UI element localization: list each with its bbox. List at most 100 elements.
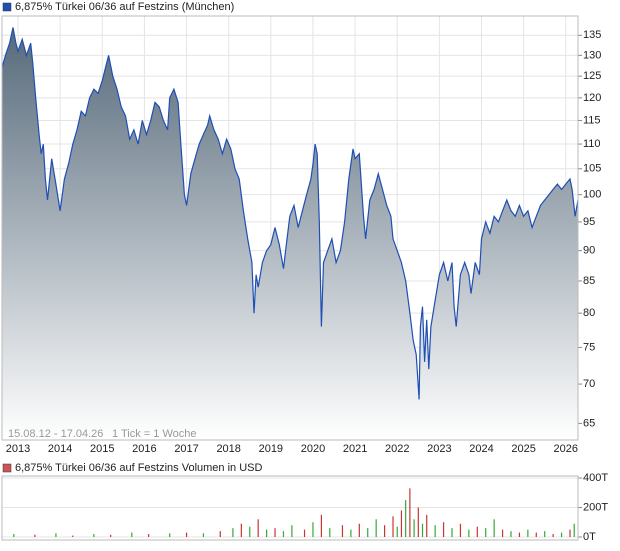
volume-bar	[434, 525, 436, 537]
legend-label: 6,875% Türkei 06/36 auf Festzins Volumen…	[15, 462, 262, 474]
volume-bar	[282, 531, 285, 537]
volume-bar	[459, 523, 462, 537]
volume-bar	[518, 532, 521, 537]
volume-bar	[468, 529, 470, 537]
volume-bar	[240, 523, 242, 537]
y-tick-label: 120	[583, 92, 601, 104]
volume-bar	[13, 534, 15, 537]
volume-bar	[485, 528, 487, 537]
y-tick-label: 75	[583, 341, 595, 353]
y-tick-label: 105	[583, 163, 601, 175]
y-tick-label: 85	[583, 275, 595, 287]
legend-label: 6,875% Türkei 06/36 auf Festzins (Münche…	[15, 1, 234, 13]
volume-bar	[527, 529, 529, 537]
volume-bar	[451, 528, 453, 537]
volume-bar	[131, 532, 133, 537]
x-tick-label: 2023	[427, 443, 451, 455]
volume-bar	[312, 522, 314, 537]
x-tick-label: 2016	[132, 443, 156, 455]
volume-bar	[350, 529, 352, 537]
volume-bar	[392, 516, 394, 537]
y-tick-label: 400T	[583, 472, 608, 484]
y-tick-label: 100	[583, 189, 601, 201]
x-tick-label: 2026	[554, 443, 578, 455]
x-tick-label: 2024	[469, 443, 493, 455]
volume-bar	[417, 507, 419, 537]
volume-bar	[413, 519, 415, 537]
volume-bar	[148, 534, 150, 537]
volume-bar	[409, 488, 411, 537]
footer-note: 15.08.12 - 17.04.26	[8, 428, 103, 440]
footer-note: 1 Tick = 1 Woche	[112, 428, 196, 440]
x-tick-label: 2022	[385, 443, 409, 455]
volume-bar	[493, 519, 495, 537]
y-tick-label: 95	[583, 216, 595, 228]
x-tick-label: 2021	[343, 443, 367, 455]
volume-bar	[320, 514, 322, 537]
volume-bar	[544, 531, 546, 537]
y-tick-label: 90	[583, 245, 595, 257]
y-tick-label: 110	[583, 138, 601, 150]
volume-bar	[257, 519, 259, 537]
volume-bar	[169, 533, 171, 537]
y-tick-label: 65	[583, 417, 595, 429]
price-line	[1, 27, 579, 400]
legend-swatch	[2, 463, 12, 473]
volume-bar	[291, 525, 293, 537]
volume-bar	[396, 526, 398, 537]
plot-border	[1, 475, 579, 541]
volume-bar	[426, 514, 428, 537]
volume-bar	[421, 523, 424, 537]
volume-bar	[232, 528, 234, 537]
x-tick-label: 2017	[174, 443, 198, 455]
volume-bar	[249, 526, 251, 537]
x-tick-label: 2018	[216, 443, 240, 455]
volume-bar	[219, 531, 221, 537]
y-tick-label: 130	[583, 49, 601, 61]
y-tick-label: 125	[583, 70, 601, 82]
volume-bar	[341, 525, 344, 537]
volume-bar	[329, 528, 331, 537]
y-tick-label: 135	[583, 29, 601, 41]
x-tick-label: 2019	[259, 443, 283, 455]
volume-bar	[510, 531, 512, 537]
volume-bar	[573, 523, 575, 537]
y-tick-label: 200T	[583, 501, 608, 513]
volume-bar	[303, 529, 306, 537]
volume-bar	[266, 529, 268, 537]
x-tick-label: 2020	[301, 443, 325, 455]
y-tick-label: 115	[583, 114, 601, 126]
volume-bar	[535, 532, 537, 537]
legend-swatch	[2, 2, 12, 12]
volume-bar	[367, 528, 369, 537]
y-tick-label: 70	[583, 378, 595, 390]
price-area	[2, 27, 578, 440]
volume-bar	[400, 510, 403, 537]
volume-bar	[560, 532, 563, 537]
volume-bar	[442, 522, 445, 537]
volume-bar	[110, 534, 112, 537]
volume-bar	[202, 533, 205, 537]
volume-bar	[476, 526, 478, 537]
volume-bar	[569, 529, 571, 537]
volume-bar	[55, 533, 57, 537]
volume-bar	[185, 532, 188, 537]
plot-border	[1, 15, 579, 441]
volume-bar	[501, 529, 504, 537]
x-tick-label: 2013	[6, 443, 30, 455]
volume-bar	[383, 525, 386, 537]
x-tick-label: 2025	[511, 443, 535, 455]
y-tick-label: 0T	[583, 531, 596, 543]
x-tick-label: 2015	[90, 443, 114, 455]
y-tick-label: 80	[583, 307, 595, 319]
volume-bar	[274, 528, 276, 537]
volume-bar	[375, 519, 377, 537]
volume-bar	[72, 535, 74, 537]
x-tick-label: 2014	[48, 443, 72, 455]
volume-bar	[93, 534, 95, 537]
volume-bar	[34, 534, 36, 537]
volume-bar	[552, 534, 554, 537]
volume-bar	[358, 523, 360, 537]
volume-bar	[405, 500, 407, 537]
